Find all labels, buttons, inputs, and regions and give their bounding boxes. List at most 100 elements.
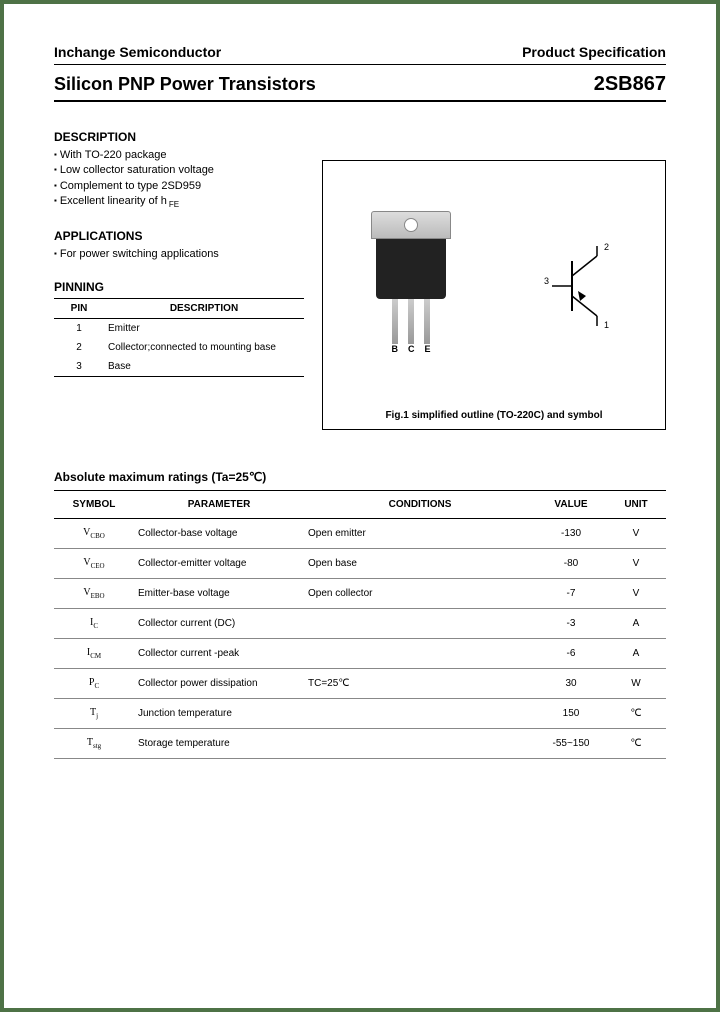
rating-parameter: Collector-emitter voltage [134, 549, 304, 579]
pin-col-header: PIN [54, 298, 104, 318]
rating-symbol: Tstg [54, 729, 134, 759]
rating-value: -7 [536, 579, 606, 609]
description-list: With TO-220 package Low collector satura… [54, 148, 304, 211]
app-item: For power switching applications [54, 247, 304, 262]
pin-desc-header: DESCRIPTION [104, 298, 304, 318]
ratings-table: SYMBOL PARAMETER CONDITIONS VALUE UNIT V… [54, 490, 666, 759]
ratings-row: ICCollector current (DC) -3A [54, 609, 666, 639]
ratings-row: PCCollector power dissipationTC=25℃30W [54, 669, 666, 699]
figure-box: B C E [322, 160, 666, 430]
rating-symbol: PC [54, 669, 134, 699]
rating-symbol: IC [54, 609, 134, 639]
rating-unit: V [606, 519, 666, 549]
leg-label: B [391, 344, 398, 354]
pin-row: 1 Emitter [54, 318, 304, 338]
ratings-row: VCEOCollector-emitter voltageOpen base-8… [54, 549, 666, 579]
description-heading: DESCRIPTION [54, 130, 304, 144]
package-tab [371, 211, 451, 239]
pin-desc: Base [104, 357, 304, 377]
leg-label: E [424, 344, 430, 354]
left-column: DESCRIPTION With TO-220 package Low coll… [54, 130, 304, 430]
pin-row: 3 Base [54, 357, 304, 377]
rating-parameter: Junction temperature [134, 699, 304, 729]
col-symbol: SYMBOL [54, 491, 134, 519]
rating-symbol: VCBO [54, 519, 134, 549]
pin-desc: Collector;connected to mounting base [104, 338, 304, 357]
ratings-row: ICMCollector current -peak-6A [54, 639, 666, 669]
content-row: DESCRIPTION With TO-220 package Low coll… [54, 130, 666, 430]
desc-item: With TO-220 package [54, 148, 304, 163]
pinning-table: PIN DESCRIPTION 1 Emitter 2 Collector;co… [54, 298, 304, 377]
package-legs [366, 299, 456, 344]
rating-condition [304, 699, 536, 729]
rating-symbol: VEBO [54, 579, 134, 609]
rating-parameter: Collector current (DC) [134, 609, 304, 639]
rating-unit: V [606, 549, 666, 579]
symbol-pin-2: 2 [604, 242, 609, 252]
rating-parameter: Collector current -peak [134, 639, 304, 669]
rating-value: -55~150 [536, 729, 606, 759]
col-unit: UNIT [606, 491, 666, 519]
applications-heading: APPLICATIONS [54, 229, 304, 243]
ratings-title: Absolute maximum ratings (Ta=25℃) [54, 470, 666, 484]
desc-item: Low collector saturation voltage [54, 163, 304, 178]
col-parameter: PARAMETER [134, 491, 304, 519]
rating-symbol: ICM [54, 639, 134, 669]
datasheet-page: Inchange Semiconductor Product Specifica… [4, 4, 716, 1008]
rating-parameter: Collector power dissipation [134, 669, 304, 699]
symbol-pin-1: 1 [604, 320, 609, 330]
leg [408, 299, 414, 344]
part-number: 2SB867 [594, 73, 666, 96]
title-rule [54, 100, 666, 102]
applications-list: For power switching applications [54, 247, 304, 262]
desc-item: Complement to type 2SD959 [54, 179, 304, 194]
pinning-heading: PINNING [54, 280, 304, 294]
rating-parameter: Storage temperature [134, 729, 304, 759]
leg [392, 299, 398, 344]
transistor-symbol: 2 1 3 [542, 236, 622, 336]
rating-condition: Open collector [304, 579, 536, 609]
pin-number: 1 [54, 318, 104, 338]
leg-label: C [408, 344, 415, 354]
ratings-row: VEBOEmitter-base voltageOpen collector-7… [54, 579, 666, 609]
doc-type: Product Specification [522, 44, 666, 60]
rating-condition [304, 729, 536, 759]
pin-desc: Emitter [104, 318, 304, 338]
col-conditions: CONDITIONS [304, 491, 536, 519]
rating-value: 150 [536, 699, 606, 729]
rating-value: 30 [536, 669, 606, 699]
rating-unit: ℃ [606, 729, 666, 759]
leg-labels: B C E [366, 344, 456, 354]
rating-value: -3 [536, 609, 606, 639]
rating-condition [304, 639, 536, 669]
leg [424, 299, 430, 344]
pin-number: 2 [54, 338, 104, 357]
ratings-row: TstgStorage temperature -55~150℃ [54, 729, 666, 759]
rating-condition: Open emitter [304, 519, 536, 549]
company-name: Inchange Semiconductor [54, 44, 221, 60]
ratings-section: Absolute maximum ratings (Ta=25℃) SYMBOL… [54, 470, 666, 759]
rating-parameter: Emitter-base voltage [134, 579, 304, 609]
rating-parameter: Collector-base voltage [134, 519, 304, 549]
col-value: VALUE [536, 491, 606, 519]
page-title: Silicon PNP Power Transistors [54, 74, 316, 95]
rating-symbol: Tj [54, 699, 134, 729]
ratings-head-row: SYMBOL PARAMETER CONDITIONS VALUE UNIT [54, 491, 666, 519]
title-row: Silicon PNP Power Transistors 2SB867 [54, 73, 666, 96]
pinning-head: PIN DESCRIPTION [54, 298, 304, 318]
rating-unit: W [606, 669, 666, 699]
rating-condition: Open base [304, 549, 536, 579]
mount-hole [404, 218, 418, 232]
rating-unit: A [606, 609, 666, 639]
rating-condition: TC=25℃ [304, 669, 536, 699]
package-drawing: B C E [366, 211, 456, 361]
rating-value: -130 [536, 519, 606, 549]
right-column: B C E [322, 130, 666, 430]
rating-unit: V [606, 579, 666, 609]
symbol-pin-3: 3 [544, 276, 549, 286]
pin-row: 2 Collector;connected to mounting base [54, 338, 304, 357]
package-body [376, 239, 446, 299]
page-header: Inchange Semiconductor Product Specifica… [54, 44, 666, 60]
rating-value: -6 [536, 639, 606, 669]
ratings-row: TjJunction temperature150℃ [54, 699, 666, 729]
